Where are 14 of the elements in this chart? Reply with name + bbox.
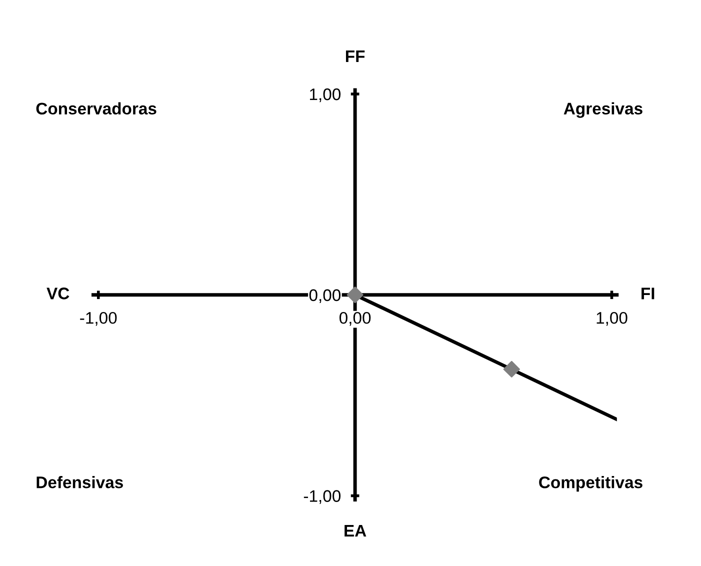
y-tick-label: -1,00 xyxy=(304,490,341,504)
text: FF xyxy=(346,50,365,62)
y-tick-label: 1,00 xyxy=(310,88,341,102)
annotation: Conservadoras xyxy=(36,102,156,115)
y-tick-label: 0,00 xyxy=(309,289,341,304)
x-tick-label: -1,00 xyxy=(80,312,117,326)
annotation: Agresivas xyxy=(564,102,642,118)
x-tick-label: 1,00 xyxy=(596,312,628,326)
text: EA xyxy=(344,524,366,536)
text: VC xyxy=(46,288,70,300)
annotation: Competitivas xyxy=(539,476,642,492)
text: FI xyxy=(642,288,654,300)
annotation: Defensivas xyxy=(36,476,123,488)
x-tick-label: 0,00 xyxy=(339,312,371,326)
